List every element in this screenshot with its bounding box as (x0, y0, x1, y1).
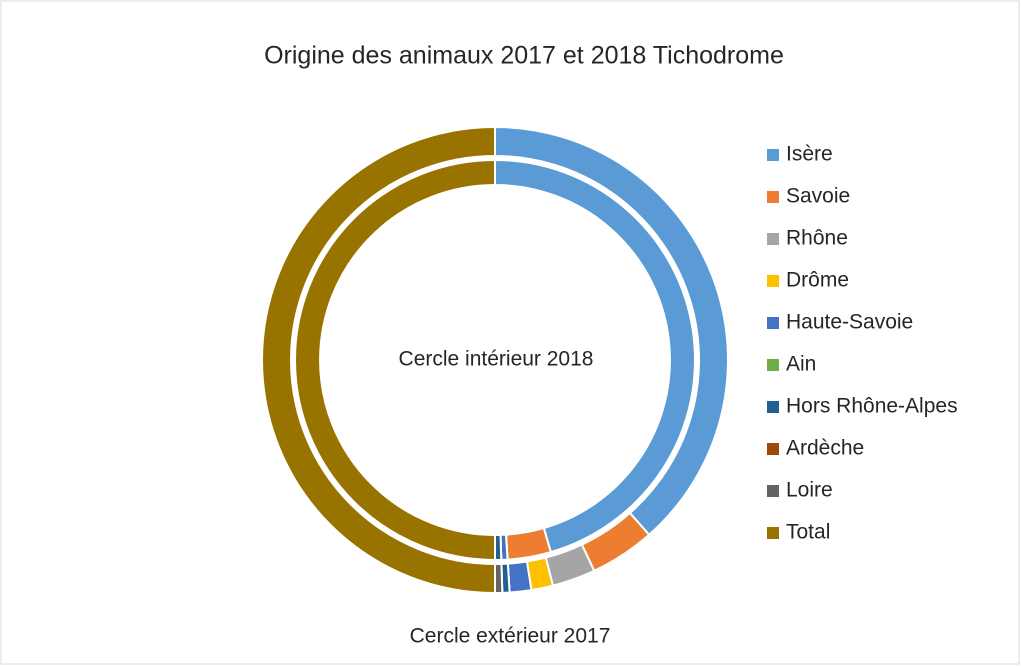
legend-label: Rhône (786, 227, 848, 250)
doughnut-segment (506, 560, 533, 594)
legend-label: Drôme (786, 269, 849, 292)
legend-label: Ardèche (786, 437, 864, 460)
inner-label: Cercle intérieur 2018 (399, 348, 594, 371)
legend-label: Isère (786, 143, 833, 166)
doughnut-segment (261, 125, 496, 595)
legend-label: Loire (786, 479, 833, 502)
legend-swatch (767, 485, 779, 497)
legend-label: Savoie (786, 185, 850, 208)
legend-swatch (767, 233, 779, 245)
doughnut-segment (494, 562, 504, 595)
legend-swatch (767, 191, 779, 203)
chart-title: Origine des animaux 2017 et 2018 Tichodr… (264, 42, 784, 70)
legend-swatch (767, 275, 779, 287)
outer-label: Cercle extérieur 2017 (410, 625, 611, 648)
legend-label: Hors Rhône-Alpes (786, 395, 958, 418)
legend-label: Ain (786, 353, 816, 376)
legend-swatch (767, 149, 779, 161)
legend-swatch (767, 317, 779, 329)
legend-label: Total (786, 521, 830, 544)
legend-swatch (767, 527, 779, 539)
legend-label: Haute-Savoie (786, 311, 913, 334)
legend-swatch (767, 401, 779, 413)
doughnut-segment (294, 158, 496, 562)
legend-swatch (767, 359, 779, 371)
legend-swatch (767, 443, 779, 455)
